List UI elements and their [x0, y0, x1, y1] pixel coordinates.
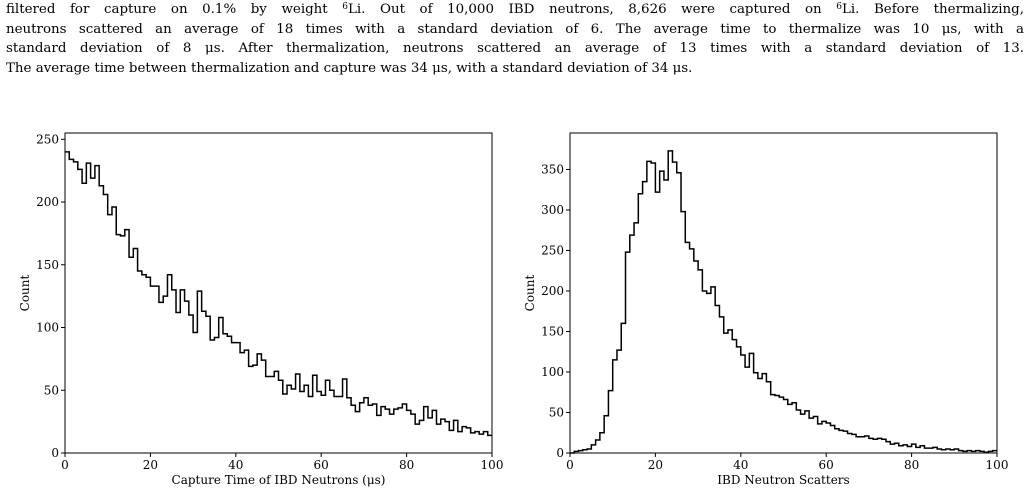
x-axis-label: IBD Neutron Scatters [717, 473, 849, 487]
x-tick-label: 100 [986, 458, 1009, 472]
lithium-isotope-superscript: 6 [836, 2, 842, 12]
x-tick-label: 80 [399, 458, 414, 472]
plot-frame [64, 132, 493, 454]
x-tick-label: 0 [61, 458, 69, 472]
paragraph-line-3: standard deviation of 8 μs. After therma… [6, 41, 1024, 57]
x-tick-label: 60 [314, 458, 329, 472]
y-axis-label: Count [18, 274, 32, 311]
y-tick-label: 100 [541, 365, 564, 379]
x-tick-label: 100 [481, 458, 504, 472]
x-tick-label: 20 [648, 458, 663, 472]
y-tick-label: 300 [541, 203, 564, 217]
y-axis-label: Count [523, 274, 537, 311]
paragraph-line-1: filtered for capture on 0.1% by weight 6… [6, 0, 1024, 20]
y-tick-label: 150 [36, 258, 59, 272]
histogram-step-line [65, 151, 492, 437]
y-tick-label: 350 [541, 162, 564, 176]
histogram-step-line [570, 150, 997, 454]
capture-time-histogram: 0 20 40 60 80 100 0 50 100 150 200 250 Capture Time … [18, 132, 504, 487]
paragraph-line-1-part-b: Li. Out of 10,000 IBD neutrons, 8,626 we… [347, 2, 837, 17]
x-tick-label: 40 [733, 458, 748, 472]
y-tick-label: 50 [44, 383, 59, 397]
body-paragraph: filtered for capture on 0.1% by weight 6… [6, 0, 1024, 78]
paragraph-line-4: The average time between thermalization … [6, 60, 693, 76]
paragraph-line-2: neutrons scattered an average of 18 time… [6, 21, 1024, 37]
x-tick-label: 80 [904, 458, 919, 472]
paragraph-line-1-part-a: filtered for capture on 0.1% by weight [6, 2, 343, 17]
y-tick-label: 50 [549, 405, 564, 419]
y-tick-label: 0 [51, 446, 59, 460]
y-tick-label: 150 [541, 324, 564, 338]
y-tick-label: 250 [541, 243, 564, 257]
y-tick-label: 250 [36, 132, 59, 146]
y-tick-label: 200 [541, 284, 564, 298]
x-tick-label: 60 [819, 458, 834, 472]
x-axis-label: Capture Time of IBD Neutrons (μs) [172, 473, 386, 487]
x-tick-label: 20 [143, 458, 158, 472]
y-tick-label: 100 [36, 321, 59, 335]
y-tick-label: 200 [36, 195, 59, 209]
lithium-isotope-superscript: 6 [342, 2, 348, 12]
x-tick-label: 40 [228, 458, 243, 472]
x-tick-label: 0 [566, 458, 574, 472]
y-tick-label: 0 [556, 446, 564, 460]
paragraph-line-1-part-c: Li. Before thermalizing, [841, 2, 1025, 17]
plot-frame [569, 132, 998, 454]
